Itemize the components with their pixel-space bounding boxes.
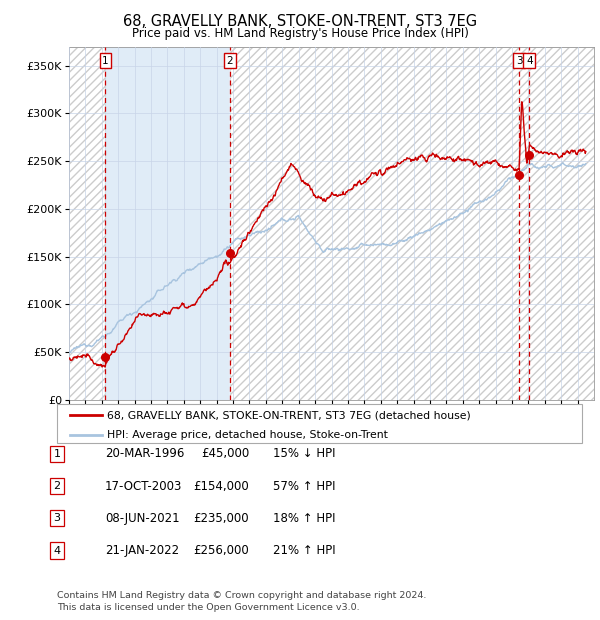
Bar [106, 46, 230, 400]
Text: 2: 2 [53, 481, 61, 491]
Text: Price paid vs. HM Land Registry's House Price Index (HPI): Price paid vs. HM Land Registry's House … [131, 27, 469, 40]
Text: 57% ↑ HPI: 57% ↑ HPI [273, 480, 335, 492]
Text: £45,000: £45,000 [201, 448, 249, 460]
Text: £154,000: £154,000 [193, 480, 249, 492]
Text: 08-JUN-2021: 08-JUN-2021 [105, 512, 179, 525]
Text: HPI: Average price, detached house, Stoke-on-Trent: HPI: Average price, detached house, Stok… [107, 430, 388, 440]
Bar [69, 46, 106, 400]
Text: 4: 4 [526, 56, 533, 66]
Bar [230, 46, 594, 400]
Text: 21% ↑ HPI: 21% ↑ HPI [273, 544, 335, 557]
FancyBboxPatch shape [57, 404, 582, 443]
Text: 21-JAN-2022: 21-JAN-2022 [105, 544, 179, 557]
Bar [69, 46, 106, 400]
Text: Contains HM Land Registry data © Crown copyright and database right 2024.
This d: Contains HM Land Registry data © Crown c… [57, 591, 427, 612]
Text: 3: 3 [516, 56, 523, 66]
Text: 2: 2 [226, 56, 233, 66]
Text: 1: 1 [102, 56, 109, 66]
Text: 68, GRAVELLY BANK, STOKE-ON-TRENT, ST3 7EG: 68, GRAVELLY BANK, STOKE-ON-TRENT, ST3 7… [123, 14, 477, 29]
Text: 20-MAR-1996: 20-MAR-1996 [105, 448, 184, 460]
Text: £235,000: £235,000 [193, 512, 249, 525]
Text: 1: 1 [53, 449, 61, 459]
Text: 18% ↑ HPI: 18% ↑ HPI [273, 512, 335, 525]
Text: 4: 4 [53, 546, 61, 556]
Text: 17-OCT-2003: 17-OCT-2003 [105, 480, 182, 492]
Bar [230, 46, 594, 400]
Text: 15% ↓ HPI: 15% ↓ HPI [273, 448, 335, 460]
Text: £256,000: £256,000 [193, 544, 249, 557]
Text: 68, GRAVELLY BANK, STOKE-ON-TRENT, ST3 7EG (detached house): 68, GRAVELLY BANK, STOKE-ON-TRENT, ST3 7… [107, 410, 470, 420]
Text: 3: 3 [53, 513, 61, 523]
